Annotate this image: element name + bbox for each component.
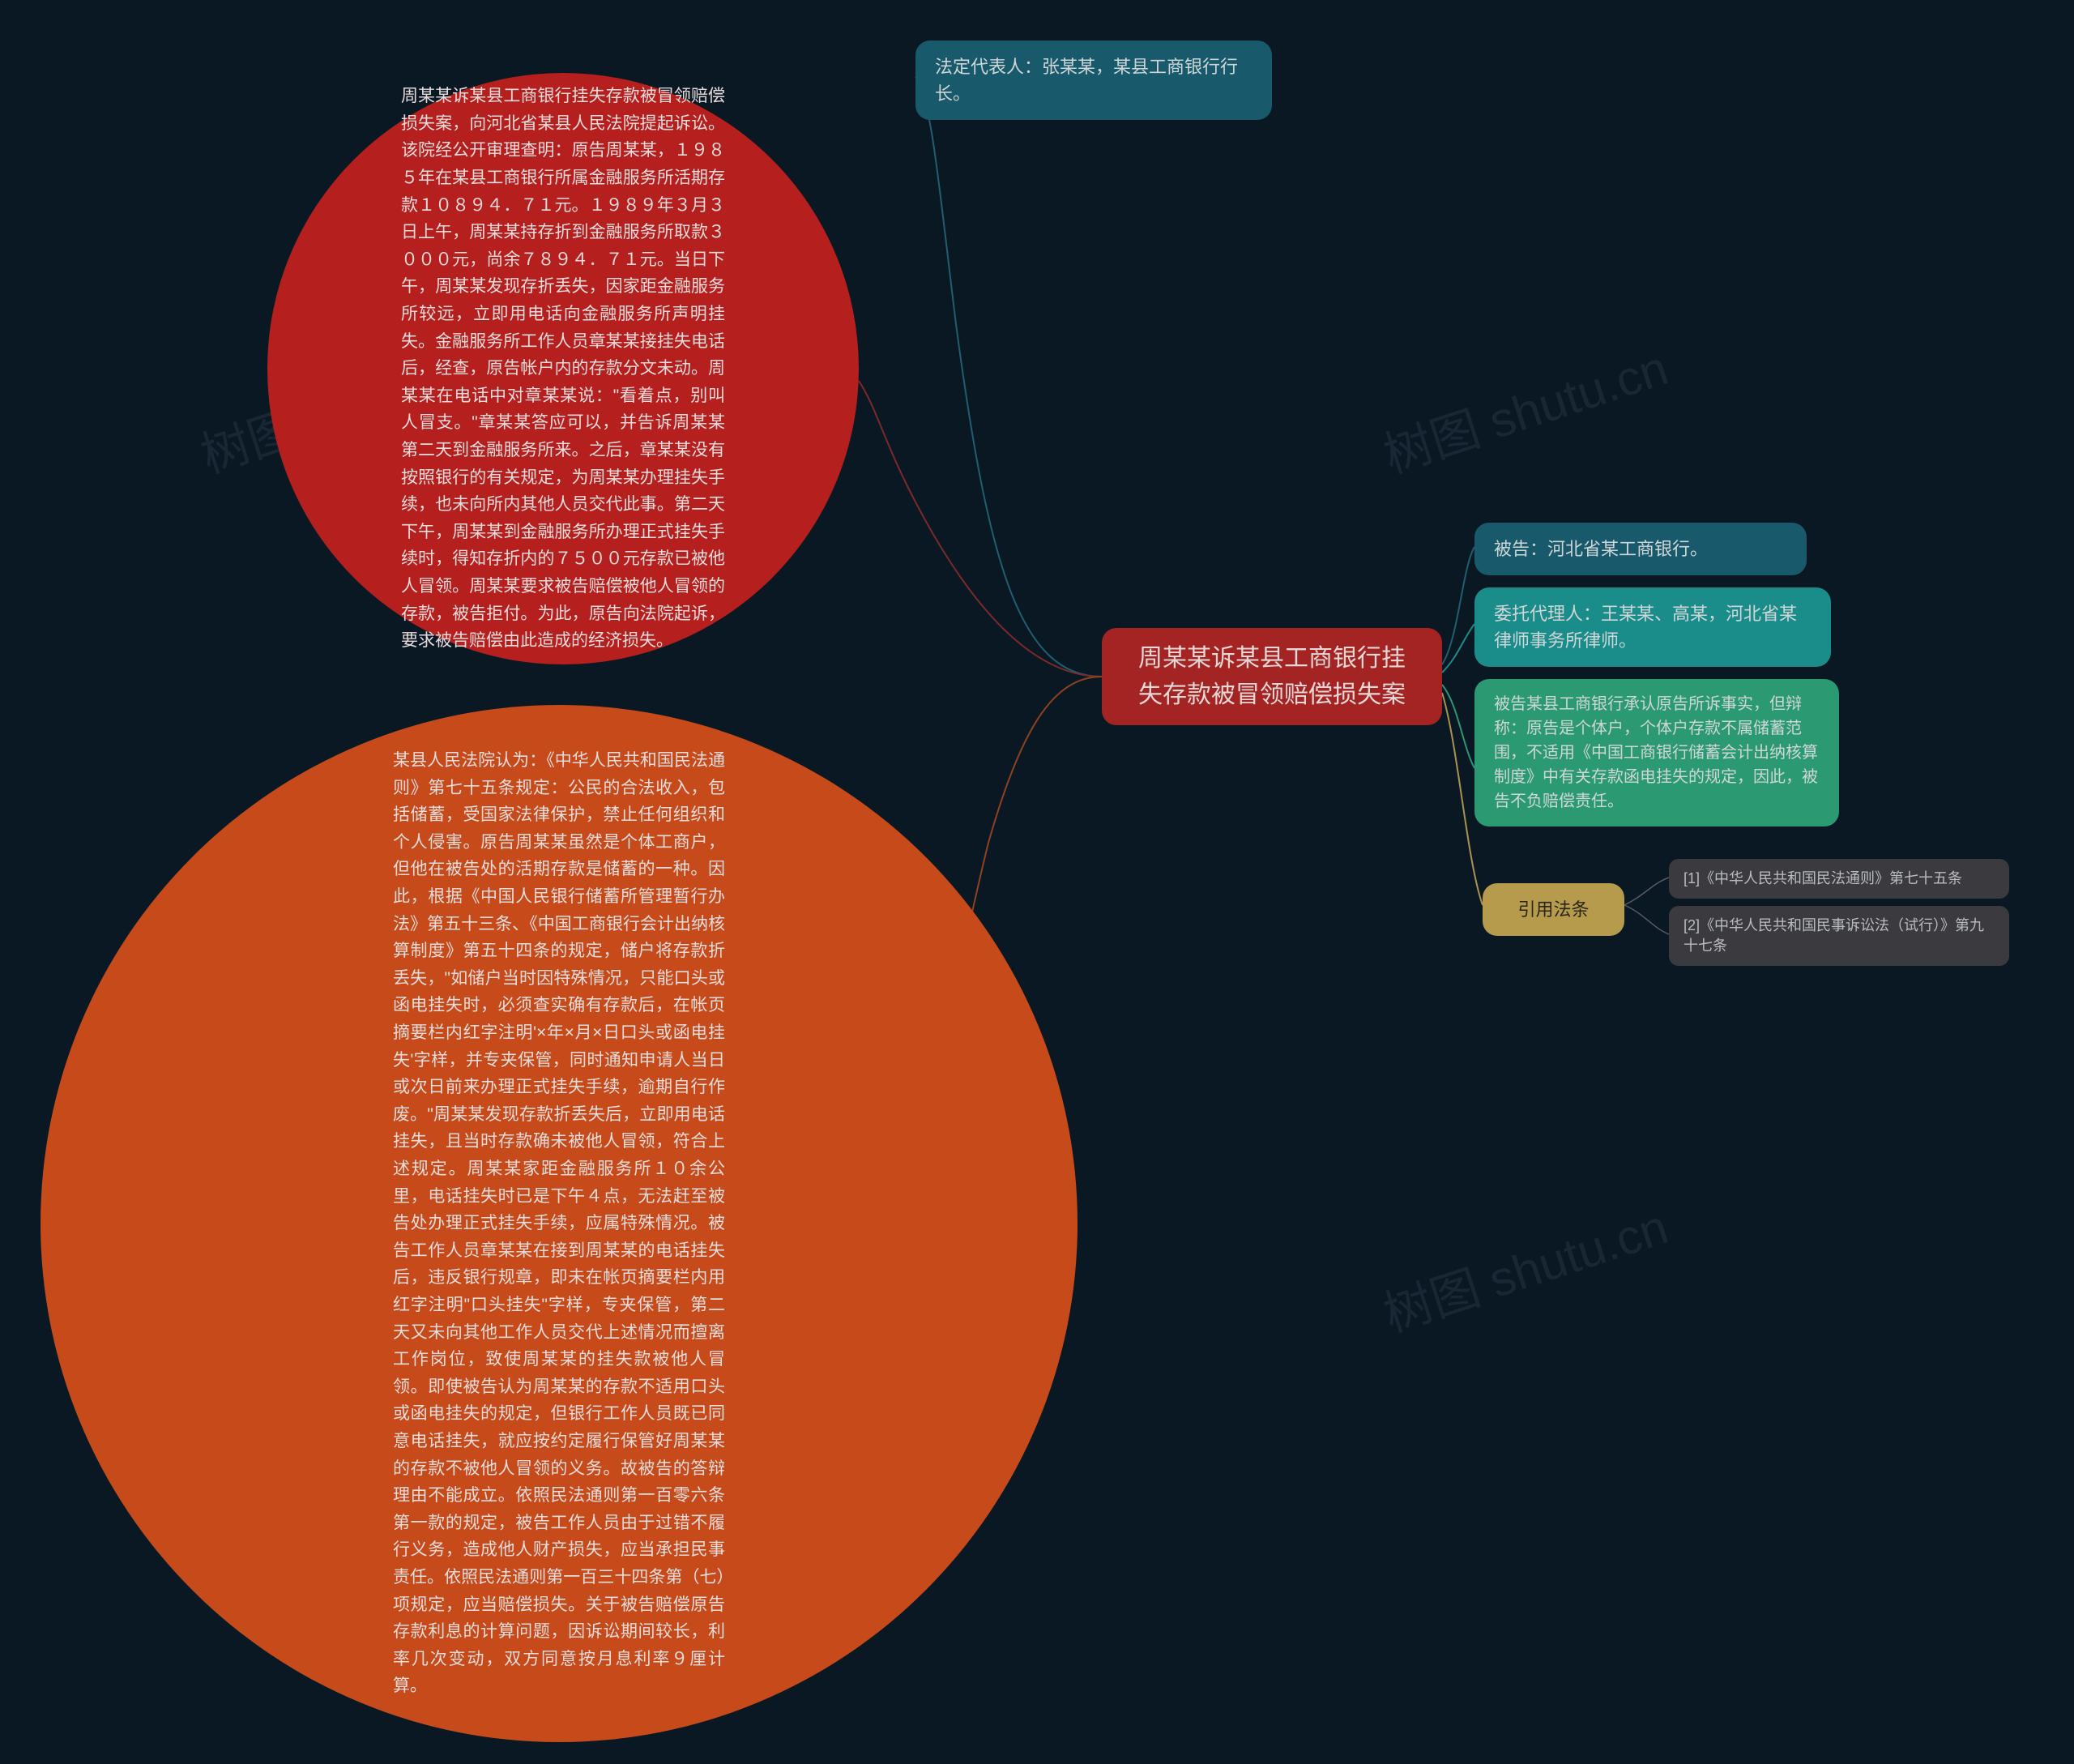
court-opinion-text: 某县人民法院认为：《中华人民共和国民法通则》第七十五条规定：公民的合法收入，包括… <box>393 747 725 1700</box>
node-defendant[interactable]: 被告：河北省某工商银行。 <box>1474 523 1807 575</box>
citation-item[interactable]: [1]《中华人民共和国民法通则》第七十五条 <box>1669 859 2009 899</box>
center-title[interactable]: 周某某诉某县工商银行挂失存款被冒领赔偿损失案 <box>1102 628 1442 725</box>
citation-item[interactable]: [2]《中华人民共和国民事诉讼法（试行）》第九十七条 <box>1669 906 2009 966</box>
case-facts-text: 周某某诉某县工商银行挂失存款被冒领赔偿损失案，向河北省某县人民法院提起诉讼。该院… <box>401 83 725 654</box>
node-agent[interactable]: 委托代理人：王某某、高某，河北省某律师事务所律师。 <box>1474 587 1831 667</box>
court-opinion-bubble: 某县人民法院认为：《中华人民共和国民法通则》第七十五条规定：公民的合法收入，包括… <box>41 705 1078 1742</box>
node-defense-plea[interactable]: 被告某县工商银行承认原告所诉事实，但辩称：原告是个体户，个体户存款不属储蓄范围，… <box>1474 679 1839 826</box>
case-facts-bubble: 周某某诉某县工商银行挂失存款被冒领赔偿损失案，向河北省某县人民法院提起诉讼。该院… <box>267 73 859 664</box>
node-legal-rep[interactable]: 法定代表人：张某某，某县工商银行行长。 <box>915 41 1272 120</box>
mindmap-stage: 树图 shutu.cn 树图 shutu.cn 树图 shutu.cn 树图 s… <box>0 0 2074 1764</box>
watermark: 树图 shutu.cn <box>1373 329 1675 487</box>
watermark: 树图 shutu.cn <box>1373 1188 1675 1346</box>
node-citations[interactable]: 引用法条 <box>1483 883 1624 936</box>
